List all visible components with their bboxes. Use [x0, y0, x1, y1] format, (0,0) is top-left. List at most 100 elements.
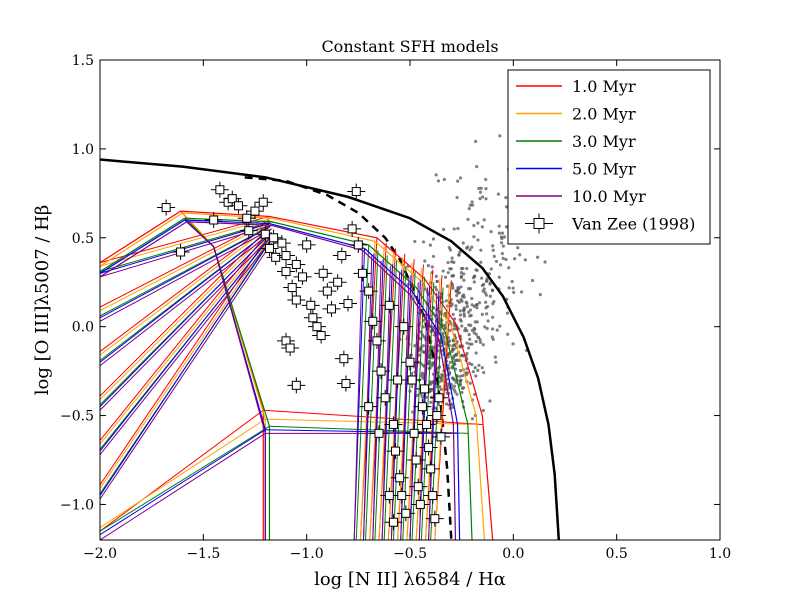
y-axis-ticks: −1.0 −0.5 0.0 0.5 1.0 1.5 [60, 53, 720, 513]
galaxy-point [500, 251, 504, 256]
model-grid-line [100, 233, 270, 408]
model-grid-line [420, 282, 435, 540]
van-zee-point [306, 300, 316, 310]
galaxy-point [530, 278, 535, 283]
galaxy-point [472, 235, 476, 239]
galaxy-point [458, 374, 462, 378]
galaxy-point [463, 326, 468, 331]
galaxy-point [490, 327, 495, 331]
van-zee-point [426, 464, 436, 474]
galaxy-point [452, 227, 456, 231]
galaxy-point [538, 293, 542, 297]
galaxy-point [484, 279, 489, 284]
galaxy-point [501, 256, 505, 260]
galaxy-point [506, 332, 510, 336]
galaxy-point [432, 345, 437, 349]
galaxy-point [468, 361, 472, 365]
galaxy-point [461, 266, 465, 270]
galaxy-point [458, 382, 462, 386]
y-tick-label: −0.5 [60, 409, 94, 425]
van-zee-point [380, 393, 390, 403]
legend-label: 2.0 Myr [572, 105, 636, 124]
galaxy-point [498, 134, 502, 138]
van-zee-point [428, 491, 438, 501]
galaxy-point [504, 196, 508, 200]
galaxy-point [431, 237, 436, 241]
galaxy-point [476, 335, 480, 339]
galaxy-point [473, 366, 477, 370]
van-zee-point [291, 380, 301, 390]
van-zee-point [281, 267, 291, 277]
van-zee-points [157, 181, 450, 531]
model-grid-line [100, 210, 494, 540]
galaxy-point [492, 299, 496, 304]
van-zee-point [291, 295, 301, 305]
model-grid-line [365, 250, 379, 540]
model-grid-line [100, 230, 270, 441]
galaxy-point [452, 327, 456, 331]
van-zee-point [343, 299, 353, 309]
galaxy-point [439, 387, 443, 392]
chart-title: Constant SFH models [321, 37, 498, 56]
van-zee-point [242, 213, 252, 223]
galaxy-point [458, 369, 463, 373]
galaxy-point [459, 378, 463, 382]
galaxy-point [458, 309, 462, 313]
galaxy-point [446, 271, 450, 275]
galaxy-point [536, 255, 540, 259]
galaxy-point [450, 350, 454, 354]
galaxy-point [497, 275, 501, 279]
model-grid-line [100, 212, 485, 540]
x-axis-label: log [N II] λ6584 / Hα [314, 569, 506, 590]
galaxy-point [484, 177, 488, 182]
y-tick-label: −1.0 [60, 497, 94, 513]
model-grid-line [100, 237, 270, 452]
galaxy-point [457, 287, 461, 291]
model-grid-line [100, 224, 272, 317]
galaxy-point [518, 253, 522, 257]
galaxy-point [490, 288, 495, 292]
galaxy-point [472, 331, 476, 335]
galaxy-point [430, 361, 435, 365]
galaxy-point [477, 301, 482, 305]
galaxy-point [472, 280, 476, 284]
galaxy-point [491, 248, 495, 252]
van-zee-point [388, 517, 398, 527]
galaxy-point [465, 367, 469, 371]
galaxy-point [446, 352, 450, 356]
galaxy-point [479, 248, 483, 252]
model-grid-line [100, 233, 270, 486]
galaxy-point [485, 304, 490, 309]
galaxy-point [413, 239, 417, 244]
galaxy-point [543, 260, 547, 264]
galaxy-point [434, 173, 438, 177]
galaxy-point [482, 218, 486, 222]
van-zee-point [407, 375, 417, 385]
van-zee-point [376, 366, 386, 376]
galaxy-point [465, 304, 469, 309]
legend-label: 10.0 Myr [572, 187, 646, 206]
galaxy-point [496, 192, 501, 196]
van-zee-point [384, 491, 394, 501]
van-zee-point [269, 233, 279, 243]
van-zee-point [393, 375, 403, 385]
x-tick-label: −1.5 [186, 546, 220, 562]
galaxy-point [470, 203, 475, 207]
van-zee-point [391, 446, 401, 456]
galaxy-point [510, 279, 514, 284]
model-grid-line [100, 219, 461, 540]
van-zee-point [285, 343, 295, 353]
galaxy-point [459, 270, 464, 275]
galaxy-point [458, 176, 463, 180]
galaxy-point [511, 286, 515, 290]
model-grid-line [363, 255, 373, 540]
galaxy-point [504, 257, 508, 262]
galaxy-point [505, 311, 510, 315]
model-grid-line [100, 239, 272, 455]
galaxy-point [466, 217, 470, 222]
galaxy-point [449, 267, 453, 271]
galaxy-point [481, 343, 485, 347]
x-tick-label: 0.0 [502, 546, 524, 562]
van-zee-point [161, 203, 171, 213]
